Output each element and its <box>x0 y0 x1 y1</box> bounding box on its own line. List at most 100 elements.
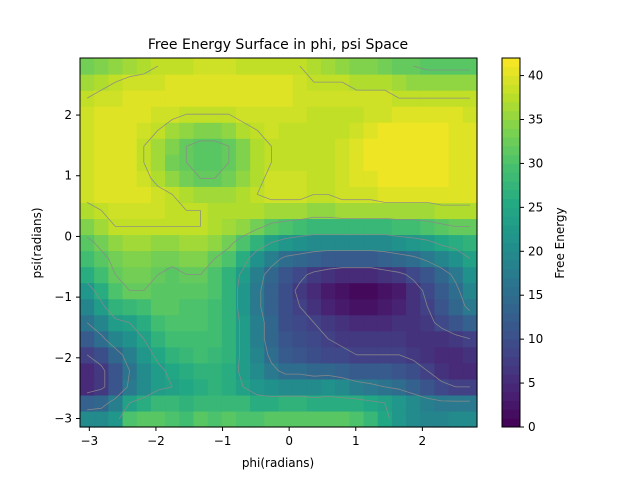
heatmap-cell <box>278 154 294 171</box>
colorbar-tick-label: 15 <box>528 288 543 302</box>
heatmap-cell <box>221 266 237 284</box>
heatmap-cell <box>391 282 407 300</box>
heatmap-cell <box>80 138 95 155</box>
heatmap-cell <box>122 346 138 364</box>
heatmap-cell <box>306 362 322 380</box>
heatmap-cell <box>136 202 152 220</box>
heatmap-cell <box>150 154 166 171</box>
heatmap-cell <box>462 362 478 380</box>
heatmap-cell <box>321 90 336 107</box>
heatmap-cell <box>278 74 294 91</box>
heatmap-cell <box>207 234 223 252</box>
heatmap-cell <box>108 122 124 139</box>
heatmap-cell <box>108 330 124 348</box>
colorbar-tick-label: 0 <box>528 420 536 434</box>
heatmap-cell <box>235 250 251 268</box>
heatmap-cell <box>108 346 124 364</box>
heatmap-cell <box>391 138 407 155</box>
colorbar-band <box>502 286 520 296</box>
heatmap-cell <box>94 186 109 203</box>
y-tick-label: −2 <box>54 351 72 365</box>
heatmap-cell <box>150 90 166 107</box>
colorbar-band <box>502 207 520 217</box>
heatmap-cell <box>391 122 407 139</box>
heatmap-cell <box>278 186 294 203</box>
heatmap-cell <box>306 282 322 300</box>
colorbar-band <box>502 93 520 103</box>
heatmap-cell <box>108 362 124 380</box>
heatmap-cell <box>235 154 251 171</box>
heatmap-cell <box>278 90 294 107</box>
heatmap-cell <box>448 202 464 220</box>
heatmap-cell <box>349 234 365 252</box>
heatmap-cell <box>278 314 294 332</box>
heatmap-cell <box>207 170 223 187</box>
heatmap-cell <box>80 250 95 268</box>
heatmap-cell <box>420 170 436 187</box>
heatmap-cell <box>150 106 166 123</box>
heatmap-cell <box>462 58 478 75</box>
heatmap-cell <box>306 90 322 107</box>
heatmap-cell <box>434 106 450 123</box>
heatmap-cell <box>306 202 322 220</box>
heatmap-cell <box>278 122 294 139</box>
heatmap-cell <box>448 74 464 91</box>
heatmap-cell <box>462 218 478 236</box>
colorbar-band <box>502 172 520 182</box>
heatmap-cell <box>335 410 350 428</box>
heatmap-cell <box>349 362 365 380</box>
colorbar-band <box>502 251 520 261</box>
contour-line <box>86 250 471 411</box>
colorbar-band <box>502 58 520 68</box>
x-axis-label: phi(radians) <box>242 456 314 470</box>
heatmap-cell <box>335 250 350 268</box>
heatmap-cell <box>292 234 308 252</box>
heatmap-cell <box>207 154 223 171</box>
heatmap-cell <box>349 138 365 155</box>
heatmap-cell <box>193 378 209 396</box>
heatmap-cell <box>165 314 180 332</box>
heatmap-cell <box>264 202 280 220</box>
heatmap-cell <box>448 282 464 300</box>
heatmap-cell <box>80 202 95 220</box>
heatmap-cell <box>349 330 365 348</box>
colorbar-tick-label: 40 <box>528 69 543 83</box>
heatmap-cell <box>122 250 138 268</box>
heatmap-cell <box>94 58 109 75</box>
heatmap-cell <box>420 202 436 220</box>
heatmap-cell <box>221 394 237 412</box>
colorbar-band <box>502 391 520 402</box>
colorbar-band <box>502 137 520 147</box>
heatmap-cell <box>278 218 294 236</box>
heatmap-cell <box>94 122 109 139</box>
heatmap-cell <box>235 170 251 187</box>
heatmap-cell <box>235 330 251 348</box>
colorbar-band <box>502 304 520 314</box>
heatmap-cell <box>377 122 393 139</box>
heatmap-cell <box>306 170 322 187</box>
heatmap-cell <box>136 74 152 91</box>
x-tick-label: −1 <box>214 434 232 448</box>
heatmap-cell <box>278 330 294 348</box>
colorbar-band <box>502 101 520 112</box>
heatmap-cell <box>434 186 450 203</box>
heatmap-cell <box>221 250 237 268</box>
heatmap-cell <box>278 298 294 316</box>
heatmap-cell <box>292 122 308 139</box>
heatmap-cell <box>235 266 251 284</box>
heatmap-cell <box>434 266 450 284</box>
heatmap-cell <box>264 106 280 123</box>
colorbar-band <box>502 189 520 200</box>
heatmap-cell <box>150 314 166 332</box>
heatmap-cell <box>306 378 322 396</box>
heatmap-cell <box>363 234 379 252</box>
heatmap-cell <box>377 362 393 380</box>
heatmap-cell <box>321 202 336 220</box>
heatmap-cell <box>165 122 180 139</box>
heatmap-cell <box>179 186 195 203</box>
heatmap-cell <box>292 314 308 332</box>
colorbar-band <box>502 374 520 384</box>
heatmap-cell <box>406 298 421 316</box>
heatmap-cell <box>122 186 138 203</box>
heatmap-cell <box>221 314 237 332</box>
